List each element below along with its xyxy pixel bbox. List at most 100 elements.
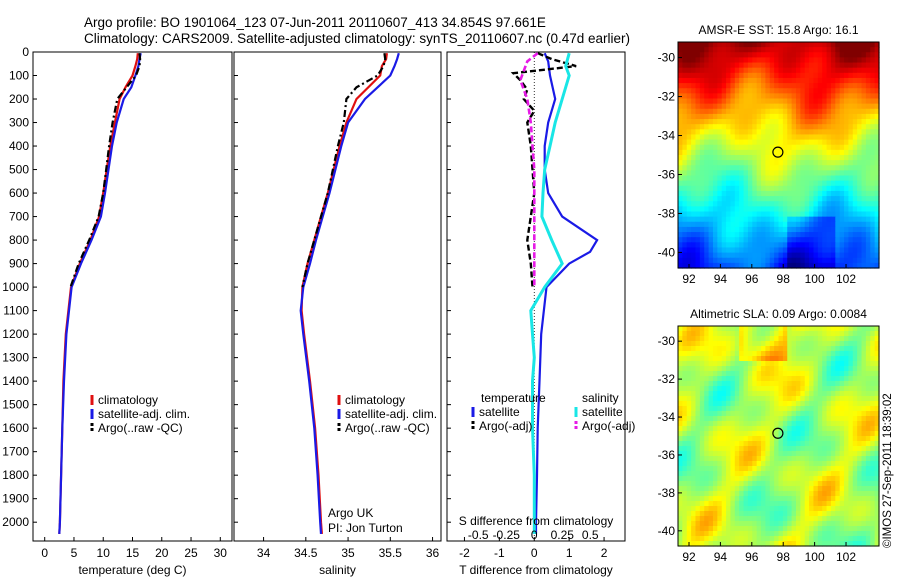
map-cell [857, 366, 863, 372]
map-cell [848, 247, 854, 254]
map-cell [778, 134, 784, 141]
map-cell [830, 129, 836, 136]
map-cell [870, 531, 876, 537]
map-cell [804, 62, 810, 69]
map-cell [699, 247, 705, 254]
map-cell [734, 98, 740, 105]
map-cell [822, 216, 828, 223]
map-cell [791, 491, 797, 497]
map-cell [734, 211, 740, 218]
map-cell [734, 185, 740, 192]
map-cell [686, 190, 692, 197]
map-cell [865, 391, 871, 397]
map-cell [857, 57, 863, 64]
map-cell [691, 206, 697, 213]
map-cell [761, 416, 766, 422]
map-cell [769, 341, 775, 347]
map-cell [782, 237, 788, 243]
map-cell [817, 436, 823, 442]
map-cell [761, 257, 766, 264]
map-cell [695, 451, 701, 457]
map-cell [778, 476, 784, 482]
map-cell [865, 351, 871, 357]
map-cell [874, 221, 880, 228]
map-cell [739, 237, 745, 243]
map-cell [691, 441, 697, 447]
map-cell [795, 516, 801, 522]
map-cell [747, 451, 753, 457]
map-cell [678, 441, 683, 447]
map-cell [874, 471, 880, 477]
map-cell [708, 57, 714, 64]
map-cell [817, 516, 823, 522]
map-cell [712, 144, 718, 151]
map-cell [822, 531, 828, 537]
map-cell [791, 486, 797, 492]
map-cell [699, 456, 705, 462]
map-cell [678, 511, 683, 517]
map-cell [800, 386, 806, 392]
map-cell [865, 496, 871, 502]
map-cell [857, 541, 863, 547]
map-cell [817, 386, 823, 392]
map-cell [682, 206, 688, 213]
map-cell [682, 211, 688, 218]
map-cell [809, 57, 815, 64]
map-cell [870, 232, 876, 238]
map-cell [861, 129, 867, 136]
map-cell [730, 416, 736, 422]
map-cell [830, 124, 836, 130]
map-cell [747, 411, 753, 417]
map-cell [857, 441, 863, 447]
map-cell [721, 252, 727, 259]
map-cell [813, 149, 819, 156]
map-cell [708, 531, 714, 537]
map-cell [782, 326, 788, 332]
map-cell [848, 252, 854, 259]
map-cell [743, 139, 749, 146]
figure-title-line2: Climatology: CARS2009. Satellite-adjuste… [84, 31, 630, 46]
map-cell [712, 486, 718, 492]
map-cell [795, 98, 801, 105]
map-cell [712, 119, 718, 125]
map-cell [769, 506, 775, 512]
map-cell [739, 113, 745, 120]
map-cell [743, 196, 749, 202]
map-cell [861, 149, 867, 156]
map-cell [870, 396, 876, 402]
map-cell [874, 456, 880, 462]
map-cell [699, 436, 705, 442]
map-cell [769, 336, 775, 342]
map-cell [769, 93, 775, 100]
map-cell [857, 336, 863, 342]
map-cell [822, 486, 828, 492]
map-cell [778, 185, 784, 192]
map-cell [800, 471, 806, 477]
map-cell [717, 47, 723, 53]
map-cell [852, 247, 858, 254]
map-cell [870, 180, 876, 187]
map-cell [865, 180, 871, 187]
map-cell [699, 62, 705, 69]
map-cell [726, 371, 732, 377]
map-cell [865, 108, 871, 115]
map-cell [782, 226, 788, 233]
map-cell [691, 451, 697, 457]
map-cell [817, 185, 823, 192]
map-cell [865, 242, 871, 249]
map-cell [721, 341, 727, 347]
map-cell [800, 139, 806, 146]
map-cell [826, 356, 832, 362]
map-cell [691, 411, 697, 417]
map-cell [870, 536, 876, 542]
map-cell [743, 144, 749, 151]
map-cell [726, 501, 732, 507]
map-cell [756, 196, 762, 202]
map-cell [761, 511, 766, 517]
map-cell [695, 129, 701, 136]
map-cell [787, 361, 793, 367]
map-cell [682, 247, 688, 254]
map-cell [682, 351, 688, 357]
map-cell [844, 180, 850, 187]
map-cell [774, 386, 780, 392]
